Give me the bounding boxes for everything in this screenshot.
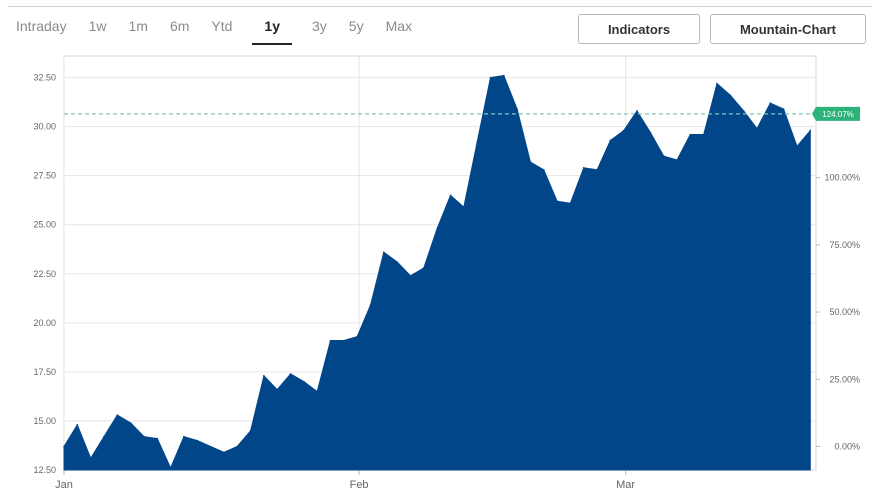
data-point (183, 435, 185, 438)
data-point (223, 451, 225, 454)
data-point (543, 169, 545, 171)
data-point (649, 131, 652, 134)
data-point (316, 390, 319, 393)
data-point (476, 141, 478, 144)
data-point (343, 339, 345, 342)
top-divider (8, 6, 872, 7)
data-point (156, 437, 159, 440)
data-point (63, 445, 65, 448)
data-point (303, 380, 305, 383)
data-point (129, 422, 132, 424)
data-point (529, 161, 532, 163)
data-point (383, 251, 385, 253)
data-point (662, 155, 665, 157)
y-tick-label: 20.00 (33, 318, 56, 328)
data-point (449, 194, 452, 197)
tab-max[interactable]: Max (385, 18, 413, 34)
tab-1m[interactable]: 1m (128, 18, 148, 34)
data-point (196, 439, 199, 442)
tab-3y[interactable]: 3y (312, 18, 327, 34)
y2-tick-label: 100.00% (824, 173, 860, 183)
data-point (369, 304, 372, 307)
data-point (356, 335, 359, 338)
y-tick-label: 25.00 (33, 220, 56, 230)
data-point (716, 82, 718, 85)
y-tick-label: 22.50 (33, 269, 56, 279)
y-tick-label: 30.00 (33, 122, 56, 132)
mountain-chart-button[interactable]: Mountain-Chart (710, 14, 866, 44)
data-point (689, 133, 692, 136)
y2-tick-label: 75.00% (829, 240, 860, 250)
tab-intraday[interactable]: Intraday (16, 18, 67, 34)
data-point (263, 375, 265, 377)
data-point (622, 129, 625, 132)
data-point (676, 159, 678, 161)
data-point (209, 445, 212, 448)
change-badge (812, 106, 860, 121)
y2-tick-label: 50.00% (829, 307, 860, 317)
data-point (143, 435, 145, 438)
data-point (89, 457, 92, 460)
data-point (596, 169, 598, 171)
data-point (116, 414, 119, 416)
data-point (463, 206, 465, 208)
data-point (169, 467, 172, 469)
data-point (582, 167, 585, 169)
data-point (769, 102, 772, 104)
data-point (249, 430, 252, 432)
data-point (236, 445, 238, 448)
data-point (503, 74, 505, 77)
data-point (609, 139, 612, 142)
tab-1y[interactable]: 1y (252, 15, 292, 45)
y-tick-label: 12.50 (33, 465, 56, 475)
data-point (76, 424, 79, 426)
data-point (276, 388, 279, 391)
data-point (742, 110, 745, 112)
change-badge-label: 124.07% (822, 110, 854, 119)
data-point (436, 227, 438, 230)
y-tick-label: 17.50 (33, 367, 56, 377)
data-point (729, 94, 732, 96)
y-tick-label: 15.00 (33, 416, 56, 426)
tab-1w[interactable]: 1w (88, 18, 107, 34)
price-area-series (63, 75, 811, 471)
data-point (569, 202, 572, 204)
data-point (796, 145, 798, 148)
x-tick-label: Jan (55, 479, 73, 491)
y-tick-label: 27.50 (33, 171, 56, 181)
y-tick-label: 32.50 (33, 73, 56, 83)
indicators-button[interactable]: Indicators (578, 14, 700, 44)
tab-5y[interactable]: 5y (348, 18, 364, 34)
x-tick-label: Feb (350, 479, 369, 491)
data-point (809, 129, 812, 132)
tab-ytd[interactable]: Ytd (211, 18, 233, 34)
y2-tick-label: 0.00% (834, 441, 860, 451)
data-point (396, 261, 399, 263)
data-point (329, 339, 332, 342)
data-point (289, 373, 292, 375)
tab-6m[interactable]: 6m (169, 18, 190, 34)
data-point (516, 108, 518, 110)
x-tick-label: Mar (616, 479, 635, 491)
data-point (556, 200, 558, 202)
data-point (702, 133, 705, 136)
data-point (103, 435, 105, 438)
data-point (756, 127, 758, 130)
y2-tick-label: 25.00% (829, 374, 860, 384)
data-point (489, 76, 492, 79)
data-point (423, 267, 425, 269)
data-point (636, 110, 638, 112)
data-point (409, 275, 412, 277)
data-point (782, 108, 785, 110)
range-tabs: Intraday 1w 1m 6m Ytd 1y 3y 5y Max (14, 15, 432, 45)
